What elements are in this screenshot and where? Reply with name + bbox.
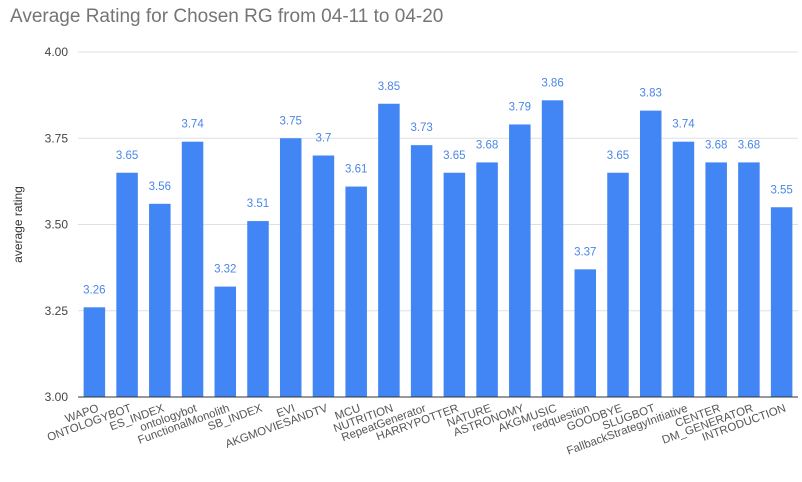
bar xyxy=(149,203,171,397)
x-axis-labels: WAPOONTOLOGYBOTES_INDEXontologybotFuncti… xyxy=(46,402,788,457)
data-label: 3.73 xyxy=(410,122,432,134)
data-label: 3.68 xyxy=(476,139,498,151)
bar xyxy=(410,145,433,397)
bar xyxy=(247,221,269,397)
data-label: 3.32 xyxy=(214,264,236,276)
bar xyxy=(639,110,662,398)
y-tick-label: 3.50 xyxy=(45,218,69,232)
data-label: 3.55 xyxy=(770,184,792,196)
bar xyxy=(607,172,629,397)
x-tick-label: EVI xyxy=(275,403,297,421)
bar xyxy=(378,103,400,397)
data-label: 3.79 xyxy=(509,101,531,113)
bar xyxy=(345,186,367,397)
data-label: 3.65 xyxy=(443,150,465,162)
data-label: 3.65 xyxy=(116,150,138,162)
bar xyxy=(541,100,564,398)
data-label: 3.75 xyxy=(280,115,302,127)
bar xyxy=(214,286,237,397)
bar xyxy=(509,124,531,397)
y-tick-label: 3.25 xyxy=(45,304,69,318)
y-axis-title: average rating xyxy=(11,186,25,263)
y-axis-ticks: 3.00 3.25 3.50 3.75 4.00 xyxy=(45,45,69,404)
bar xyxy=(443,172,466,397)
bar xyxy=(705,162,727,397)
data-label: 3.7 xyxy=(315,133,331,145)
data-label: 3.86 xyxy=(541,77,563,89)
chart-title: Average Rating for Chosen RG from 04-11 … xyxy=(10,6,444,27)
bar xyxy=(181,141,204,397)
bar xyxy=(574,269,597,397)
bar xyxy=(476,162,498,397)
y-tick-label: 4.00 xyxy=(45,45,69,59)
bar xyxy=(312,155,335,397)
data-label: 3.74 xyxy=(181,119,204,131)
data-label: 3.26 xyxy=(83,284,105,296)
bar xyxy=(116,172,138,397)
y-tick-label: 3.00 xyxy=(45,390,69,404)
bars xyxy=(83,100,793,398)
bar xyxy=(279,138,302,397)
data-label: 3.68 xyxy=(705,139,727,151)
data-label: 3.56 xyxy=(149,181,171,193)
data-label: 3.65 xyxy=(607,150,629,162)
bar xyxy=(738,162,760,397)
data-label: 3.68 xyxy=(738,139,760,151)
bar xyxy=(770,207,793,397)
data-label: 3.51 xyxy=(247,198,269,210)
data-label: 3.37 xyxy=(574,246,596,258)
data-label: 3.83 xyxy=(640,88,662,100)
data-label: 3.85 xyxy=(378,81,400,93)
bar xyxy=(83,307,106,397)
data-label: 3.61 xyxy=(345,164,367,176)
data-label: 3.74 xyxy=(672,119,695,131)
y-tick-label: 3.75 xyxy=(45,131,69,145)
bar xyxy=(672,141,695,397)
data-labels: 3.26 3.65 3.56 3.74 3.32 3.51 3.75 3.7 3.61 3.85 3… xyxy=(83,77,793,296)
